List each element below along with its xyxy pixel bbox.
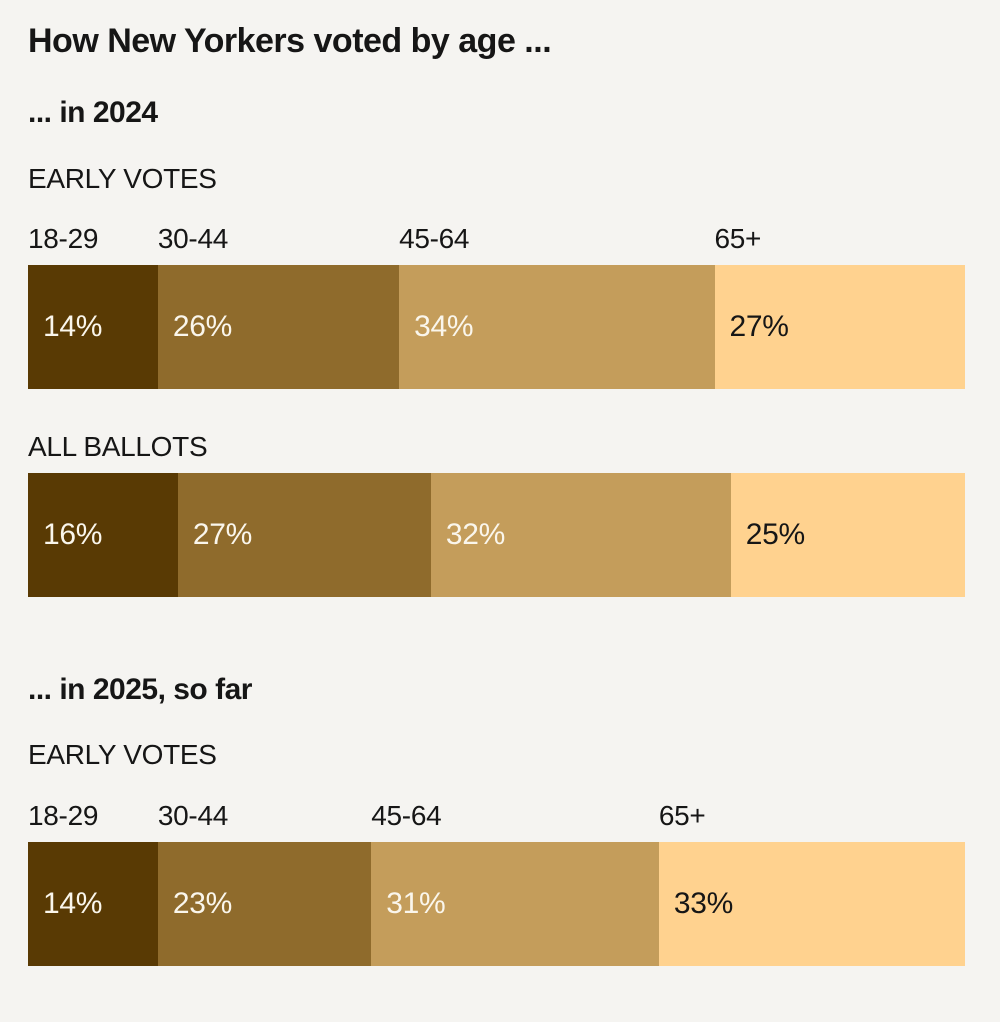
bar-segment-65+: 27% — [714, 264, 965, 389]
chart-label-all-ballots: ALL BALLOTS — [28, 430, 208, 462]
bar-segment-45-64: 34% — [399, 264, 715, 389]
category-label: 30-44 — [157, 799, 228, 831]
stacked-bar: 14% 26% 34% 27% — [28, 264, 965, 389]
category-label: 65+ — [658, 799, 706, 831]
value-label: 14% — [43, 886, 103, 920]
chart-2025-early-votes: EARLY VOTES 18-29 30-44 45-64 65+ 14% 23% 31%… — [28, 739, 965, 966]
value-label: 26% — [172, 309, 233, 343]
value-label: 31% — [386, 886, 446, 920]
value-label: 32% — [445, 517, 506, 551]
value-label: 34% — [414, 309, 474, 343]
stacked-bar: 16% 27% 32% 25% — [28, 472, 965, 597]
stacked-bar: 14% 23% 31% 33% — [28, 841, 965, 966]
bar-segment-30-44: 26% — [157, 264, 400, 389]
page-title: How New Yorkers voted by age ... — [28, 22, 552, 60]
value-label: 27% — [192, 517, 253, 551]
bar-segment-18-29: 16% — [28, 472, 178, 597]
chart-label-early-votes: EARLY VOTES — [28, 162, 217, 194]
bar-segment-18-29: 14% — [28, 264, 158, 389]
category-label: 45-64 — [399, 222, 470, 254]
chart-label-early-votes: EARLY VOTES — [28, 739, 217, 771]
bar-segment-65+: 33% — [658, 841, 965, 966]
bar-segment-45-64: 31% — [371, 841, 659, 966]
bar-segment-65+: 25% — [730, 472, 965, 597]
category-label: 45-64 — [371, 799, 442, 831]
bar-segment-18-29: 14% — [28, 841, 158, 966]
value-label: 27% — [729, 309, 789, 343]
bar-segment-45-64: 32% — [430, 472, 731, 597]
category-label: 30-44 — [157, 222, 228, 254]
category-labels: 18-29 30-44 45-64 65+ — [28, 798, 965, 834]
value-label: 14% — [43, 309, 103, 343]
value-label: 16% — [43, 517, 103, 551]
section-heading-2024: ... in 2024 — [28, 96, 158, 130]
bar-segment-30-44: 27% — [177, 472, 431, 597]
section-heading-2025: ... in 2025, so far — [28, 672, 252, 706]
chart-2024-all-ballots: ALL BALLOTS 16% 27% 32% 25% — [28, 431, 965, 597]
value-label: 25% — [745, 517, 805, 551]
bar-segment-30-44: 23% — [157, 841, 372, 966]
chart-2024-early-votes: EARLY VOTES 18-29 30-44 45-64 65+ 14% 26% 34%… — [28, 163, 965, 389]
chart-figure: How New Yorkers voted by age ... ... in … — [0, 22, 1000, 966]
value-label: 23% — [172, 886, 233, 920]
category-label: 18-29 — [28, 799, 99, 831]
category-label: 18-29 — [28, 222, 99, 254]
category-labels: 18-29 30-44 45-64 65+ — [28, 221, 965, 257]
value-label: 33% — [673, 886, 733, 920]
category-label: 65+ — [714, 222, 762, 254]
